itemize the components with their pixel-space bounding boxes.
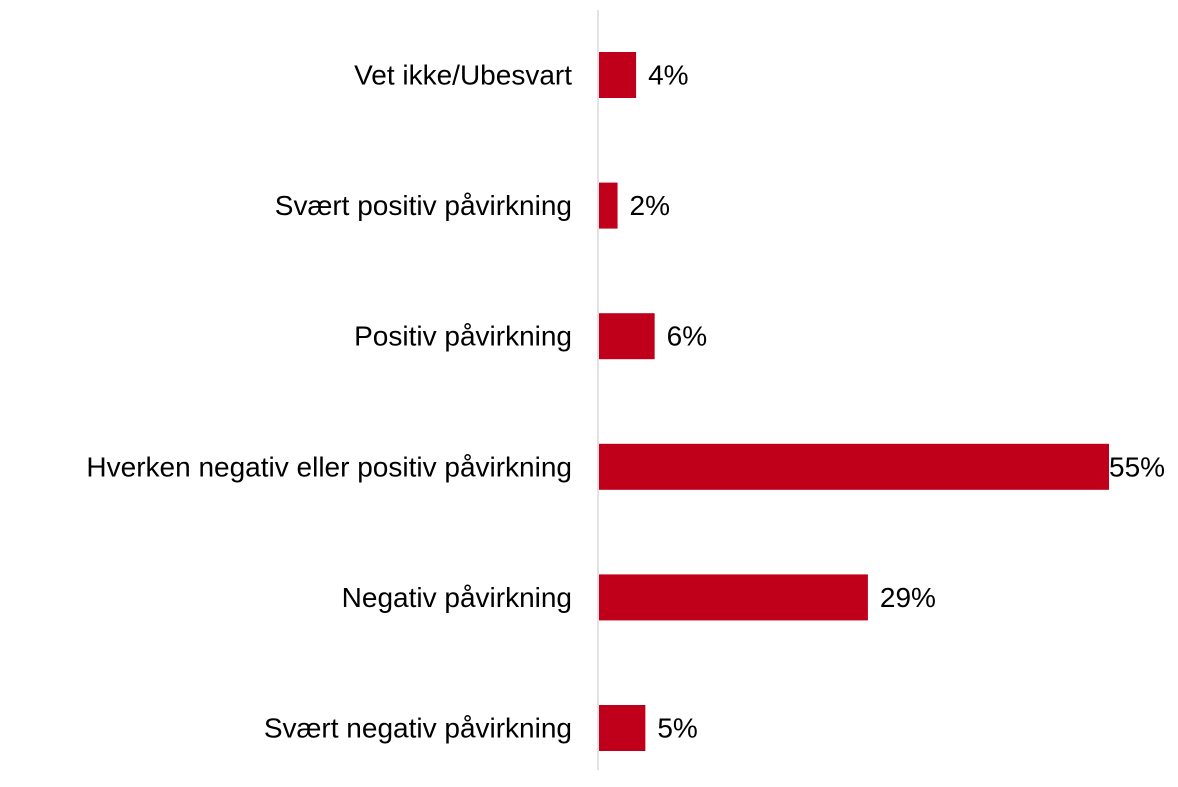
category-label-svaert-negativ-pavirkning: Svært negativ påvirkning bbox=[264, 713, 572, 744]
category-label-hverken-negativ-eller-positiv-pavirkning: Hverken negativ eller positiv påvirkning bbox=[86, 451, 572, 482]
bar-vet-ikke-ubesvart bbox=[599, 52, 637, 98]
category-label-positiv-pavirkning: Positiv påvirkning bbox=[354, 321, 572, 352]
value-labels-group: 4% 2% 6% 55% 29% 5% bbox=[630, 60, 1166, 744]
bars-group bbox=[599, 52, 1109, 751]
value-label-vet-ikke-ubesvart: 4% bbox=[648, 60, 688, 91]
category-label-svaert-positiv-pavirkning: Svært positiv påvirkning bbox=[275, 190, 572, 221]
category-label-negativ-pavirkning: Negativ påvirkning bbox=[342, 582, 572, 613]
bar-svaert-negativ-pavirkning bbox=[599, 705, 646, 751]
category-label-vet-ikke-ubesvart: Vet ikke/Ubesvart bbox=[354, 60, 572, 91]
value-label-svaert-positiv-pavirkning: 2% bbox=[630, 190, 670, 221]
category-labels-group: Vet ikke/Ubesvart Svært positiv påvirknin… bbox=[86, 60, 572, 744]
bar-hverken-negativ-eller-positiv-pavirkning bbox=[599, 443, 1109, 490]
bar-svaert-positiv-pavirkning bbox=[599, 182, 618, 229]
value-label-negativ-pavirkning: 29% bbox=[880, 582, 936, 613]
bar-negativ-pavirkning bbox=[599, 574, 868, 621]
bar-positiv-pavirkning bbox=[599, 313, 655, 360]
value-label-hverken-negativ-eller-positiv-pavirkning: 55% bbox=[1109, 451, 1165, 482]
value-label-positiv-pavirkning: 6% bbox=[667, 321, 707, 352]
value-label-svaert-negativ-pavirkning: 5% bbox=[657, 713, 697, 744]
